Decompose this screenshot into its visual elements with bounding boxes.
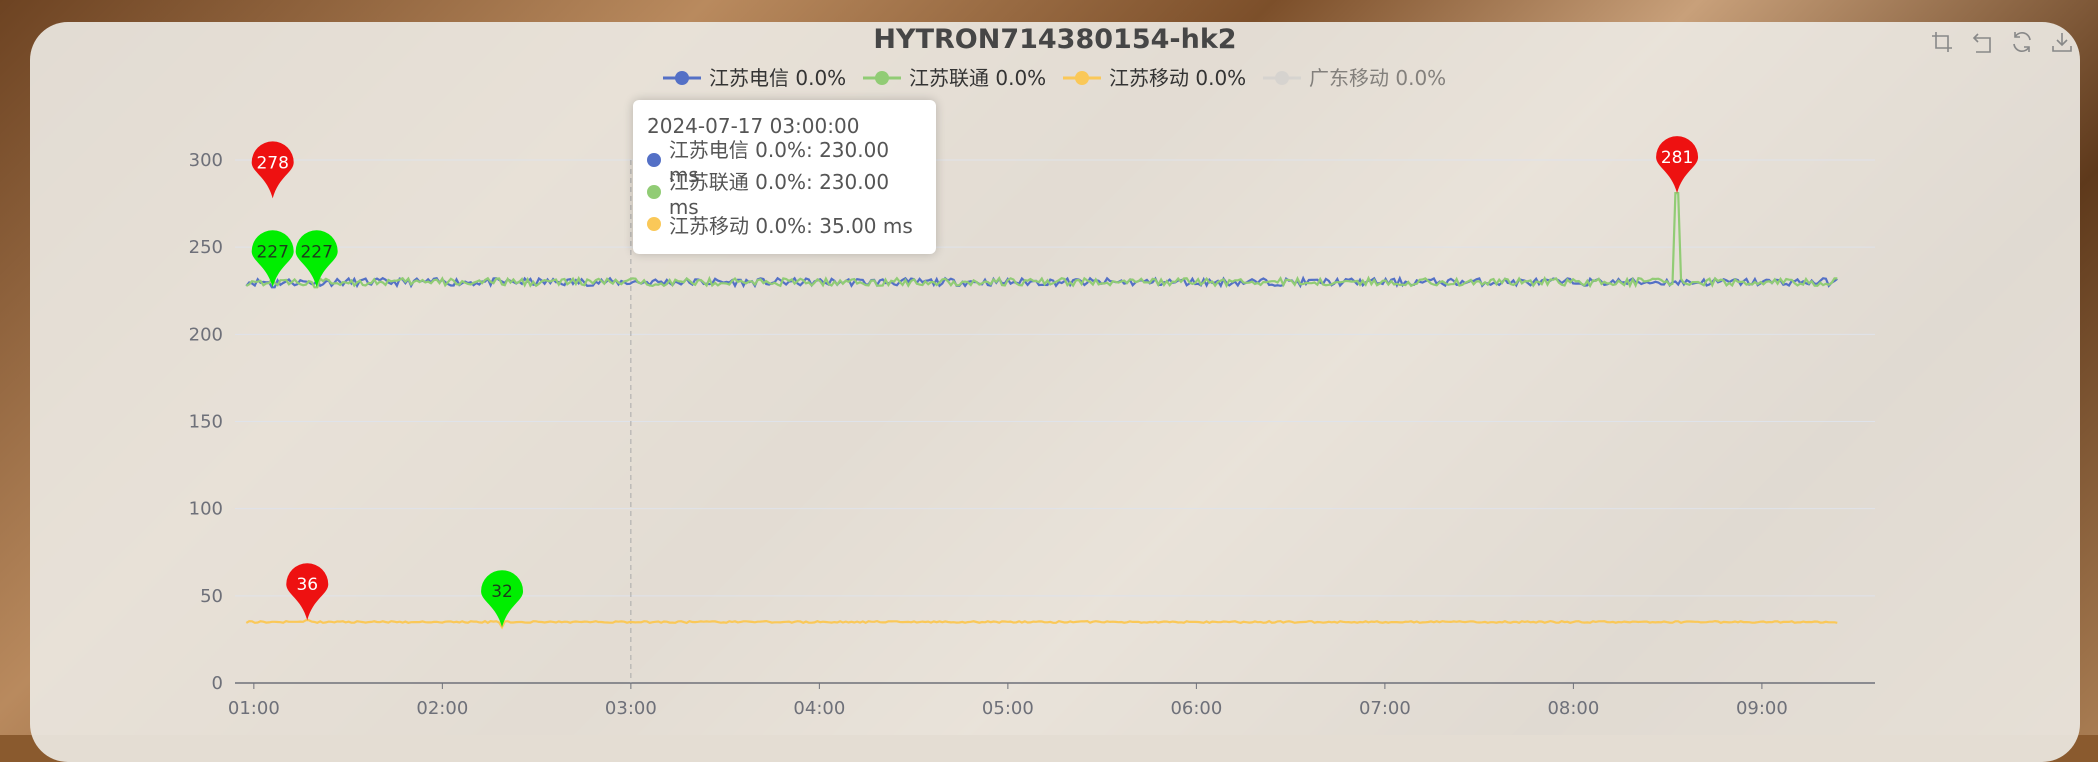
x-tick-label: 02:00 <box>416 698 468 719</box>
zoom-reset-icon[interactable] <box>1968 28 1996 56</box>
x-tick-label: 01:00 <box>228 698 280 719</box>
y-tick-label: 250 <box>189 237 223 258</box>
x-tick-label: 03:00 <box>605 698 657 719</box>
legend-item[interactable]: 江苏联通 0.0% <box>863 66 1046 90</box>
pin-shape <box>286 563 329 621</box>
legend-label: 广东移动 0.0% <box>1309 66 1446 90</box>
x-tick-label: 05:00 <box>982 698 1034 719</box>
y-tick-label: 100 <box>189 499 223 520</box>
mark-pin: 32 <box>481 570 524 628</box>
save-image-icon[interactable] <box>2048 28 2076 56</box>
legend-marker <box>1075 71 1089 85</box>
pin-shape <box>1656 136 1699 194</box>
mark-pin: 278 <box>251 141 294 199</box>
pin-shape <box>481 570 524 628</box>
chart-tooltip: 2024-07-17 03:00:00 江苏电信 0.0%: 230.00 ms… <box>633 100 936 254</box>
pin-label: 227 <box>300 242 332 262</box>
pin-label: 36 <box>296 575 318 595</box>
legend-item[interactable]: 江苏电信 0.0% <box>663 66 846 90</box>
tooltip-row-label: 江苏电信 0.0%: 230.00 ms <box>668 137 890 187</box>
legend-item[interactable]: 广东移动 0.0% <box>1263 66 1446 90</box>
zoom-icon[interactable] <box>1928 28 1956 56</box>
tooltip-row: 江苏电信 0.0%: 230.00 ms <box>647 138 922 187</box>
mark-pin: 227 <box>251 230 294 288</box>
pin-label: 281 <box>1661 148 1693 168</box>
chart-canvas[interactable]: HYTRON714380154-hk2 0 50 100 150 200 250 300 01:… <box>0 0 2098 735</box>
chart-panel <box>30 22 2080 762</box>
series-line <box>245 192 1838 289</box>
x-tick-label: 08:00 <box>1547 698 1599 719</box>
legend-marker <box>1275 71 1289 85</box>
y-tick-label: 150 <box>189 412 223 433</box>
legend-item[interactable]: 江苏移动 0.0% <box>1063 66 1246 90</box>
legend-label: 江苏联通 0.0% <box>909 66 1046 90</box>
x-tick-label: 06:00 <box>1170 698 1222 719</box>
y-tick-label: 200 <box>189 324 223 345</box>
y-tick-label: 50 <box>200 586 223 607</box>
mark-pin: 281 <box>1656 136 1699 194</box>
series-line <box>245 619 1838 630</box>
pin-shape <box>251 141 294 199</box>
tooltip-row-label: 江苏移动 0.0%: 35.00 ms <box>669 213 913 238</box>
legend-label: 江苏移动 0.0% <box>1109 66 1246 90</box>
restore-icon[interactable] <box>2008 28 2036 56</box>
tooltip-row: 江苏联通 0.0%: 230.00 ms <box>647 170 922 219</box>
x-tick-label: 07:00 <box>1359 698 1411 719</box>
mark-pin: 227 <box>295 230 338 288</box>
series-dot <box>647 217 661 231</box>
series-dot <box>647 185 661 199</box>
x-tick-label: 09:00 <box>1736 698 1788 719</box>
series-dot <box>647 153 661 167</box>
tooltip-row-label: 江苏联通 0.0%: 230.00 ms <box>668 169 890 219</box>
legend-marker <box>675 71 689 85</box>
pin-label: 278 <box>256 153 288 173</box>
pin-shape <box>251 230 294 288</box>
x-tick-label: 04:00 <box>793 698 845 719</box>
y-tick-label: 300 <box>189 150 223 171</box>
legend-marker <box>875 71 889 85</box>
mark-pin: 36 <box>286 563 329 621</box>
legend-label: 江苏电信 0.0% <box>709 66 846 90</box>
y-tick-label: 0 <box>212 673 223 694</box>
pin-shape <box>295 230 338 288</box>
pin-label: 227 <box>256 242 288 262</box>
chart-title: HYTRON714380154-hk2 <box>873 24 1236 55</box>
tooltip-time: 2024-07-17 03:00:00 <box>647 114 860 138</box>
tooltip-row: 江苏移动 0.0%: 35.00 ms <box>647 208 922 240</box>
chart-toolbox <box>1928 28 2076 56</box>
pin-label: 32 <box>491 582 513 602</box>
